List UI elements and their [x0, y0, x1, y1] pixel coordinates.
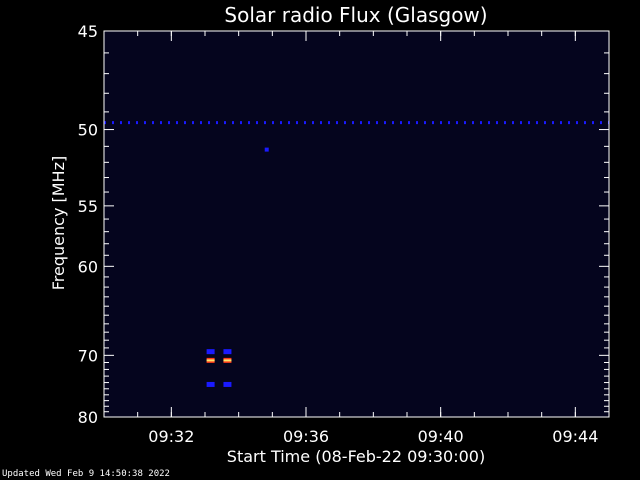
x-tick-label: 09:36: [283, 427, 329, 446]
emission-burst: [206, 349, 215, 355]
updated-timestamp: Updated Wed Feb 9 14:50:38 2022: [2, 469, 170, 479]
emission-burst: [223, 381, 232, 387]
x-axis-label: Start Time (08-Feb-22 09:30:00): [227, 447, 485, 466]
emission-burst: [223, 349, 232, 355]
spectrogram-features: [104, 121, 609, 387]
x-tick-label: 09:40: [418, 427, 464, 446]
plot-area: [104, 31, 609, 417]
y-tick-label: 70: [78, 346, 98, 365]
y-tick-label: 60: [78, 257, 98, 276]
y-tick-label: 45: [78, 22, 98, 41]
y-tick-label: 80: [78, 408, 98, 427]
x-tick-label: 09:44: [552, 427, 598, 446]
y-axis: 45 50 55 60 70 80: [78, 22, 609, 427]
y-axis-label: Frequency [MHz]: [49, 156, 68, 290]
y-tick-label: 55: [78, 197, 98, 216]
emission-burst-core: [206, 359, 215, 362]
x-axis: 09:32 09:36 09:40 09:44: [103, 31, 610, 446]
x-tick-label: 09:32: [148, 427, 194, 446]
y-tick-label: 50: [78, 121, 98, 140]
emission-burst: [206, 381, 215, 387]
emission-burst-core: [223, 359, 232, 362]
emission-spot: [264, 147, 269, 152]
plot-frame: [103, 30, 610, 418]
chart-title: Solar radio Flux (Glasgow): [224, 3, 487, 27]
